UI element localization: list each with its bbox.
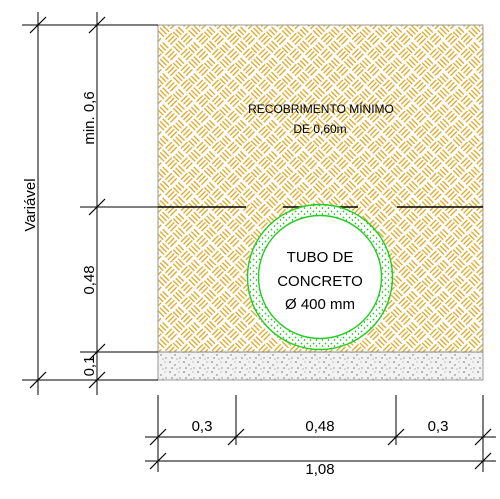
cover-note-line2: DE 0,60m — [293, 122, 346, 136]
dim-pipe-width: 0,48 — [305, 418, 334, 435]
horizontal-dimension-lines — [145, 395, 496, 472]
bedding-layer — [158, 352, 483, 380]
dim-cover: min. 0,6 — [81, 91, 98, 144]
dim-right-clearance: 0,3 — [428, 418, 449, 435]
pipe-label-line2: CONCRETO — [277, 273, 363, 290]
dim-variable: Variável — [22, 178, 39, 231]
dim-total-width: 1,08 — [305, 461, 334, 478]
concrete-pipe — [246, 203, 394, 351]
dim-pipe-zone: 0,48 — [81, 265, 98, 294]
pipe-label-line3: Ø 400 mm — [285, 296, 355, 313]
trench-outline — [157, 24, 484, 381]
dim-bedding: 0,1 — [81, 356, 98, 377]
dim-left-clearance: 0,3 — [192, 418, 213, 435]
vertical-dimension-lines — [22, 12, 158, 395]
cover-note-line1: RECOBRIMENTO MÍNIMO — [248, 101, 394, 116]
pipe-label-line1: TUBO DE — [287, 249, 354, 266]
